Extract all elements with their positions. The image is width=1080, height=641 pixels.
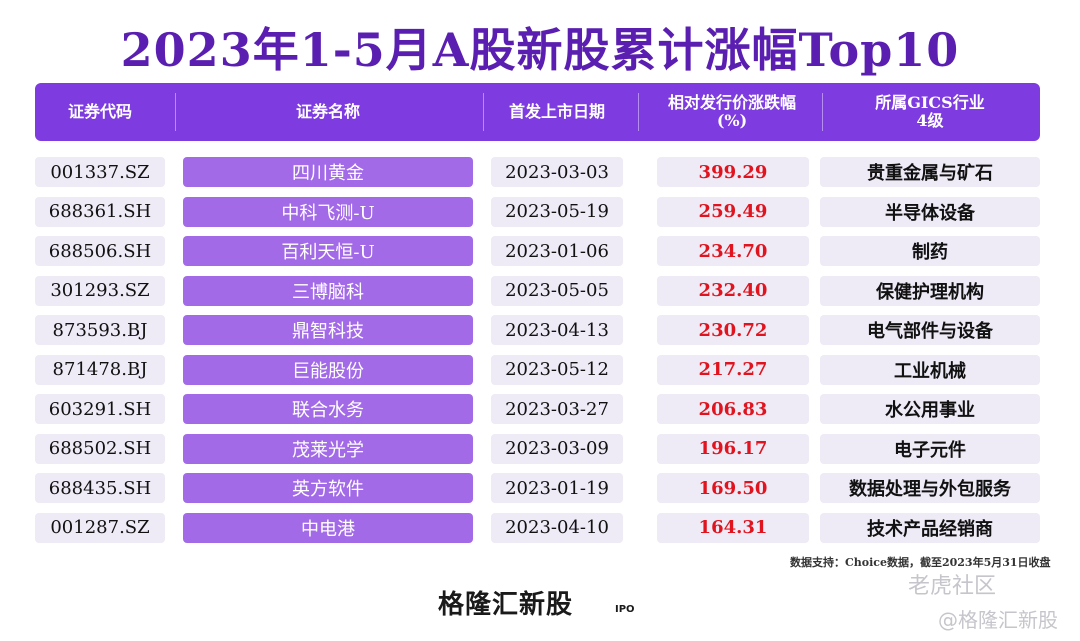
row-date: 2023-05-19 [491, 196, 623, 227]
table-row: 001287.SZ 中电港 2023-04-10 164.31 技术产品经销商 [0, 512, 1080, 543]
table-row: 873593.BJ 鼎智科技 2023-04-13 230.72 电气部件与设备 [0, 315, 1080, 345]
source-note: 数据支持：Choice数据，截至2023年5月31日收盘 [790, 556, 1051, 569]
watermark-tiger: 老虎社区 [908, 574, 997, 599]
header-divider [638, 93, 639, 131]
row-date: 2023-01-06 [491, 236, 623, 266]
row-pct: 206.83 [657, 394, 809, 424]
row-industry: 半导体设备 [820, 196, 1040, 227]
table-header: 证券代码 证券名称 首发上市日期 相对发行价涨跌幅 (%) 所属GICS行业 4… [35, 83, 1040, 141]
row-industry: 数据处理与外包服务 [820, 473, 1040, 503]
row-pct: 230.72 [657, 315, 809, 345]
header-industry: 所属GICS行业 4级 [820, 83, 1040, 141]
row-industry: 电子元件 [820, 433, 1040, 464]
table-row: 603291.SH 联合水务 2023-03-27 206.83 水公用事业 [0, 394, 1080, 424]
row-name: 百利天恒-U [183, 236, 473, 266]
table-row: 688502.SH 茂莱光学 2023-03-09 196.17 电子元件 [0, 433, 1080, 464]
table-row: 871478.BJ 巨能股份 2023-05-12 217.27 工业机械 [0, 354, 1080, 385]
row-date: 2023-03-09 [491, 433, 623, 464]
page-title: 2023年1-5月A股新股累计涨幅Top10 [120, 23, 960, 77]
header-code-label: 证券代码 [67, 102, 132, 121]
row-name: 中科飞测-U [183, 196, 473, 227]
header-pct: 相对发行价涨跌幅 (%) [647, 83, 817, 141]
row-name: 英方软件 [183, 473, 473, 503]
row-name: 联合水务 [183, 394, 473, 424]
brand-logo-sub: IPO [615, 604, 635, 615]
row-industry: 制药 [820, 236, 1040, 266]
header-code: 证券代码 [35, 83, 165, 141]
row-code: 873593.BJ [35, 315, 165, 345]
row-date: 2023-03-27 [491, 394, 623, 424]
header-name-label: 证券名称 [295, 102, 360, 121]
row-code: 688502.SH [35, 433, 165, 464]
header-date-label: 首发上市日期 [508, 102, 605, 121]
row-code: 688435.SH [35, 473, 165, 503]
row-date: 2023-04-10 [491, 512, 623, 543]
row-pct: 217.27 [657, 354, 809, 385]
row-industry: 水公用事业 [820, 394, 1040, 424]
row-code: 688361.SH [35, 196, 165, 227]
row-date: 2023-05-12 [491, 354, 623, 385]
row-industry: 贵重金属与矿石 [820, 157, 1040, 187]
row-date: 2023-01-19 [491, 473, 623, 503]
table-row: 688435.SH 英方软件 2023-01-19 169.50 数据处理与外包服务 [0, 473, 1080, 503]
row-name: 中电港 [183, 512, 473, 543]
row-industry: 电气部件与设备 [820, 315, 1040, 345]
table-row: 301293.SZ 三博脑科 2023-05-05 232.40 保健护理机构 [0, 275, 1080, 306]
header-name: 证券名称 [183, 83, 473, 141]
table-row: 688506.SH 百利天恒-U 2023-01-06 234.70 制药 [0, 236, 1080, 266]
header-divider [175, 93, 176, 131]
row-name: 鼎智科技 [183, 315, 473, 345]
row-pct: 259.49 [657, 196, 809, 227]
brand-logo: 格隆汇新股 [438, 590, 574, 620]
row-code: 001337.SZ [35, 157, 165, 187]
header-pct-label: 相对发行价涨跌幅 [667, 93, 796, 112]
row-name: 三博脑科 [183, 275, 473, 306]
row-industry: 技术产品经销商 [820, 512, 1040, 543]
row-name: 四川黄金 [183, 157, 473, 187]
row-code: 603291.SH [35, 394, 165, 424]
row-industry: 保健护理机构 [820, 275, 1040, 306]
row-code: 301293.SZ [35, 275, 165, 306]
table-row: 001337.SZ 四川黄金 2023-03-03 399.29 贵重金属与矿石 [0, 157, 1080, 187]
row-code: 001287.SZ [35, 512, 165, 543]
row-pct: 232.40 [657, 275, 809, 306]
header-date: 首发上市日期 [491, 83, 623, 141]
row-pct: 196.17 [657, 433, 809, 464]
header-divider [483, 93, 484, 131]
row-code: 688506.SH [35, 236, 165, 266]
row-date: 2023-05-05 [491, 275, 623, 306]
row-pct: 399.29 [657, 157, 809, 187]
row-industry: 工业机械 [820, 354, 1040, 385]
row-pct: 234.70 [657, 236, 809, 266]
row-name: 茂莱光学 [183, 433, 473, 464]
table-row: 688361.SH 中科飞测-U 2023-05-19 259.49 半导体设备 [0, 196, 1080, 227]
row-name: 巨能股份 [183, 354, 473, 385]
header-industry-level: 4级 [916, 111, 944, 130]
row-pct: 169.50 [657, 473, 809, 503]
header-divider [822, 93, 823, 131]
watermark-account: @格隆汇新股 [938, 608, 1058, 632]
row-code: 871478.BJ [35, 354, 165, 385]
row-pct: 164.31 [657, 512, 809, 543]
header-industry-label: 所属GICS行业 [875, 93, 985, 112]
header-pct-unit: (%) [716, 111, 748, 130]
row-date: 2023-04-13 [491, 315, 623, 345]
row-date: 2023-03-03 [491, 157, 623, 187]
